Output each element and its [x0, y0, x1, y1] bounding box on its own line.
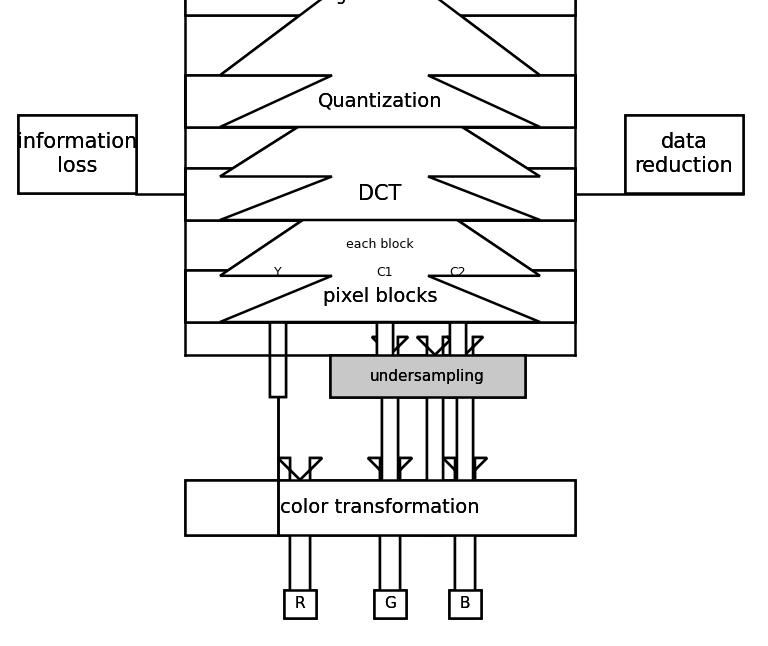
Bar [185, 270, 575, 322]
Text: pixel blocks: pixel blocks [323, 286, 437, 306]
Bar [185, 270, 575, 322]
Text: each block: each block [346, 238, 414, 251]
Bar [449, 590, 481, 618]
Bar [284, 590, 316, 618]
Polygon shape [260, 252, 296, 397]
Text: Quantization: Quantization [318, 92, 442, 110]
Text: R: R [295, 596, 306, 612]
Text: C1: C1 [376, 266, 393, 279]
Polygon shape [368, 458, 412, 618]
Bar [18, 115, 136, 193]
Polygon shape [260, 252, 296, 397]
Text: B: B [460, 596, 470, 612]
Text: information
loss: information loss [17, 132, 137, 176]
Text: DCT: DCT [359, 184, 402, 204]
Text: Y: Y [274, 266, 282, 279]
Polygon shape [443, 458, 487, 618]
Polygon shape [367, 252, 403, 397]
Bar [185, 168, 575, 220]
Polygon shape [417, 337, 453, 535]
Text: undersampling: undersampling [370, 368, 485, 384]
Bar [374, 590, 406, 618]
Bar [185, 168, 575, 220]
Text: pixel blocks: pixel blocks [323, 286, 437, 306]
Text: reorder and variable lenght
coding of coefficients: reorder and variable lenght coding of co… [266, 0, 494, 5]
Polygon shape [447, 337, 483, 535]
Bar [185, 0, 575, 15]
Text: color transformation: color transformation [280, 498, 480, 517]
Polygon shape [417, 337, 453, 535]
Bar [330, 355, 525, 397]
Bar [449, 590, 481, 618]
Text: C2: C2 [450, 266, 466, 279]
Bar [625, 115, 743, 193]
Text: G: G [384, 596, 396, 612]
Polygon shape [372, 337, 408, 535]
Text: undersampling: undersampling [370, 368, 485, 384]
Polygon shape [440, 252, 476, 397]
Text: Quantization: Quantization [318, 92, 442, 110]
Text: information
loss: information loss [17, 132, 137, 176]
Bar [185, 75, 575, 127]
Text: R: R [295, 596, 306, 612]
Text: data
reduction: data reduction [634, 132, 733, 176]
Text: G: G [384, 596, 396, 612]
Polygon shape [220, 0, 540, 127]
Bar [625, 115, 743, 193]
Bar [185, 0, 575, 15]
Bar [185, 480, 575, 535]
Polygon shape [447, 337, 483, 535]
Polygon shape [443, 458, 487, 618]
Bar [374, 590, 406, 618]
Polygon shape [278, 458, 322, 618]
Bar [185, 75, 575, 127]
Polygon shape [368, 458, 412, 618]
Text: DCT: DCT [359, 184, 402, 204]
Polygon shape [220, 168, 540, 322]
Polygon shape [220, 168, 540, 322]
Text: reorder and variable lenght
coding of coefficients: reorder and variable lenght coding of co… [266, 0, 494, 5]
Polygon shape [367, 252, 403, 397]
Polygon shape [220, 75, 540, 220]
Polygon shape [440, 252, 476, 397]
Polygon shape [220, 0, 540, 127]
Text: color transformation: color transformation [280, 498, 480, 517]
Bar [284, 590, 316, 618]
Polygon shape [220, 75, 540, 220]
Text: data
reduction: data reduction [634, 132, 733, 176]
Polygon shape [278, 458, 322, 618]
Bar [18, 115, 136, 193]
Bar [185, 480, 575, 535]
Polygon shape [372, 337, 408, 535]
Text: B: B [460, 596, 470, 612]
Bar [330, 355, 525, 397]
